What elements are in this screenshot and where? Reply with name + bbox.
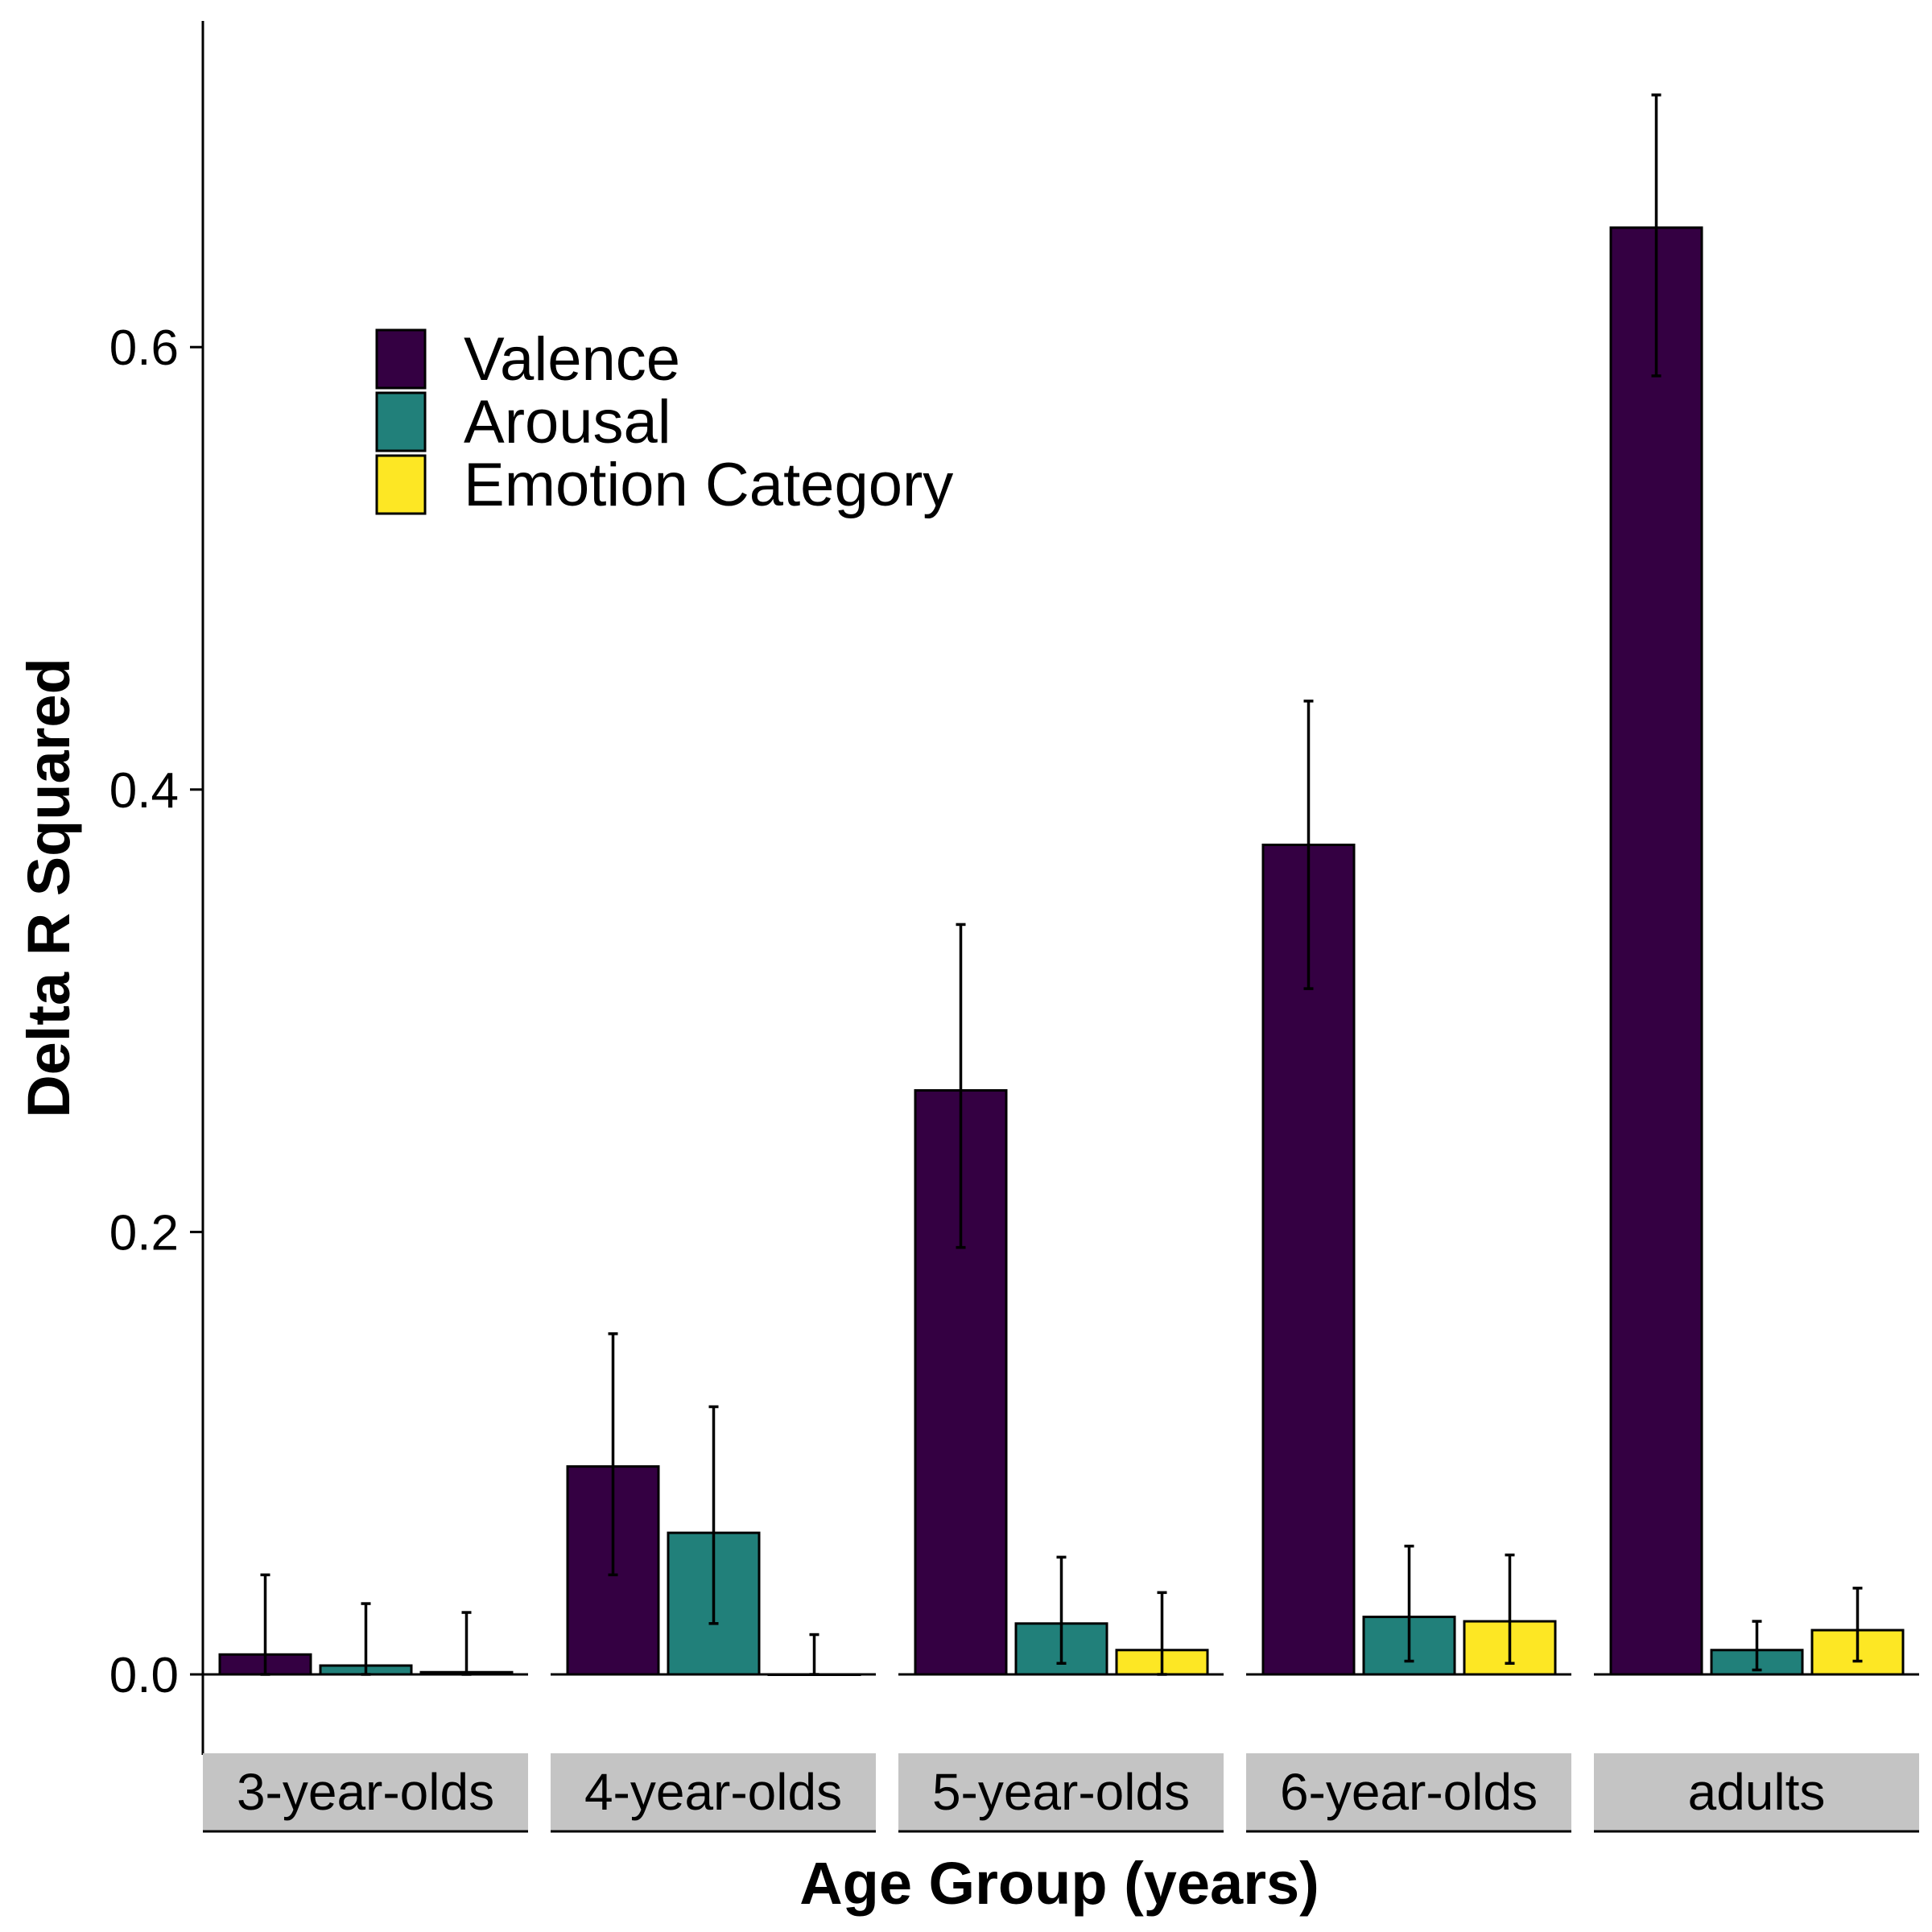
legend-label: Valence <box>464 325 680 394</box>
facet-2: 5-year-olds <box>898 923 1224 1833</box>
y-tick-label: 0.6 <box>109 320 179 376</box>
facet-label: 4-year-olds <box>584 1763 842 1821</box>
facet-strip <box>203 1753 528 1831</box>
bar <box>914 1089 1008 1676</box>
legend-label: Arousal <box>464 388 671 456</box>
facet-label: 6-year-olds <box>1280 1763 1538 1821</box>
facet-strip <box>898 1753 1224 1831</box>
facet-1: 4-year-olds <box>551 1332 876 1833</box>
facet-4: adults <box>1594 93 1919 1833</box>
facet-0: 3-year-olds <box>203 1573 528 1833</box>
y-tick-label: 0.4 <box>109 763 179 819</box>
legend-key <box>375 391 427 452</box>
facet-panels: 3-year-olds 4-year-olds 5-year-olds 6-year-… <box>203 93 1919 1833</box>
legend-key <box>375 328 427 390</box>
y-tick-label: 0.2 <box>109 1205 179 1261</box>
bar <box>1609 226 1703 1676</box>
x-axis-title: Age Group (years) <box>799 1850 1319 1917</box>
legend-label: Emotion Category <box>464 451 953 519</box>
facet-label: 5-year-olds <box>932 1763 1190 1821</box>
facet-strip <box>551 1753 876 1831</box>
facet-label: 3-year-olds <box>237 1763 494 1821</box>
facet-label: adults <box>1688 1763 1826 1821</box>
facet-strip <box>1594 1753 1919 1831</box>
y-ticks: 0.0 0.2 0.4 0.6 <box>109 320 203 1703</box>
y-tick-label: 0.0 <box>109 1648 179 1703</box>
legend-key <box>375 454 427 515</box>
y-axis-title: Delta R Squared <box>15 658 82 1118</box>
facet-strip <box>1246 1753 1571 1831</box>
facet-3: 6-year-olds <box>1246 700 1571 1833</box>
